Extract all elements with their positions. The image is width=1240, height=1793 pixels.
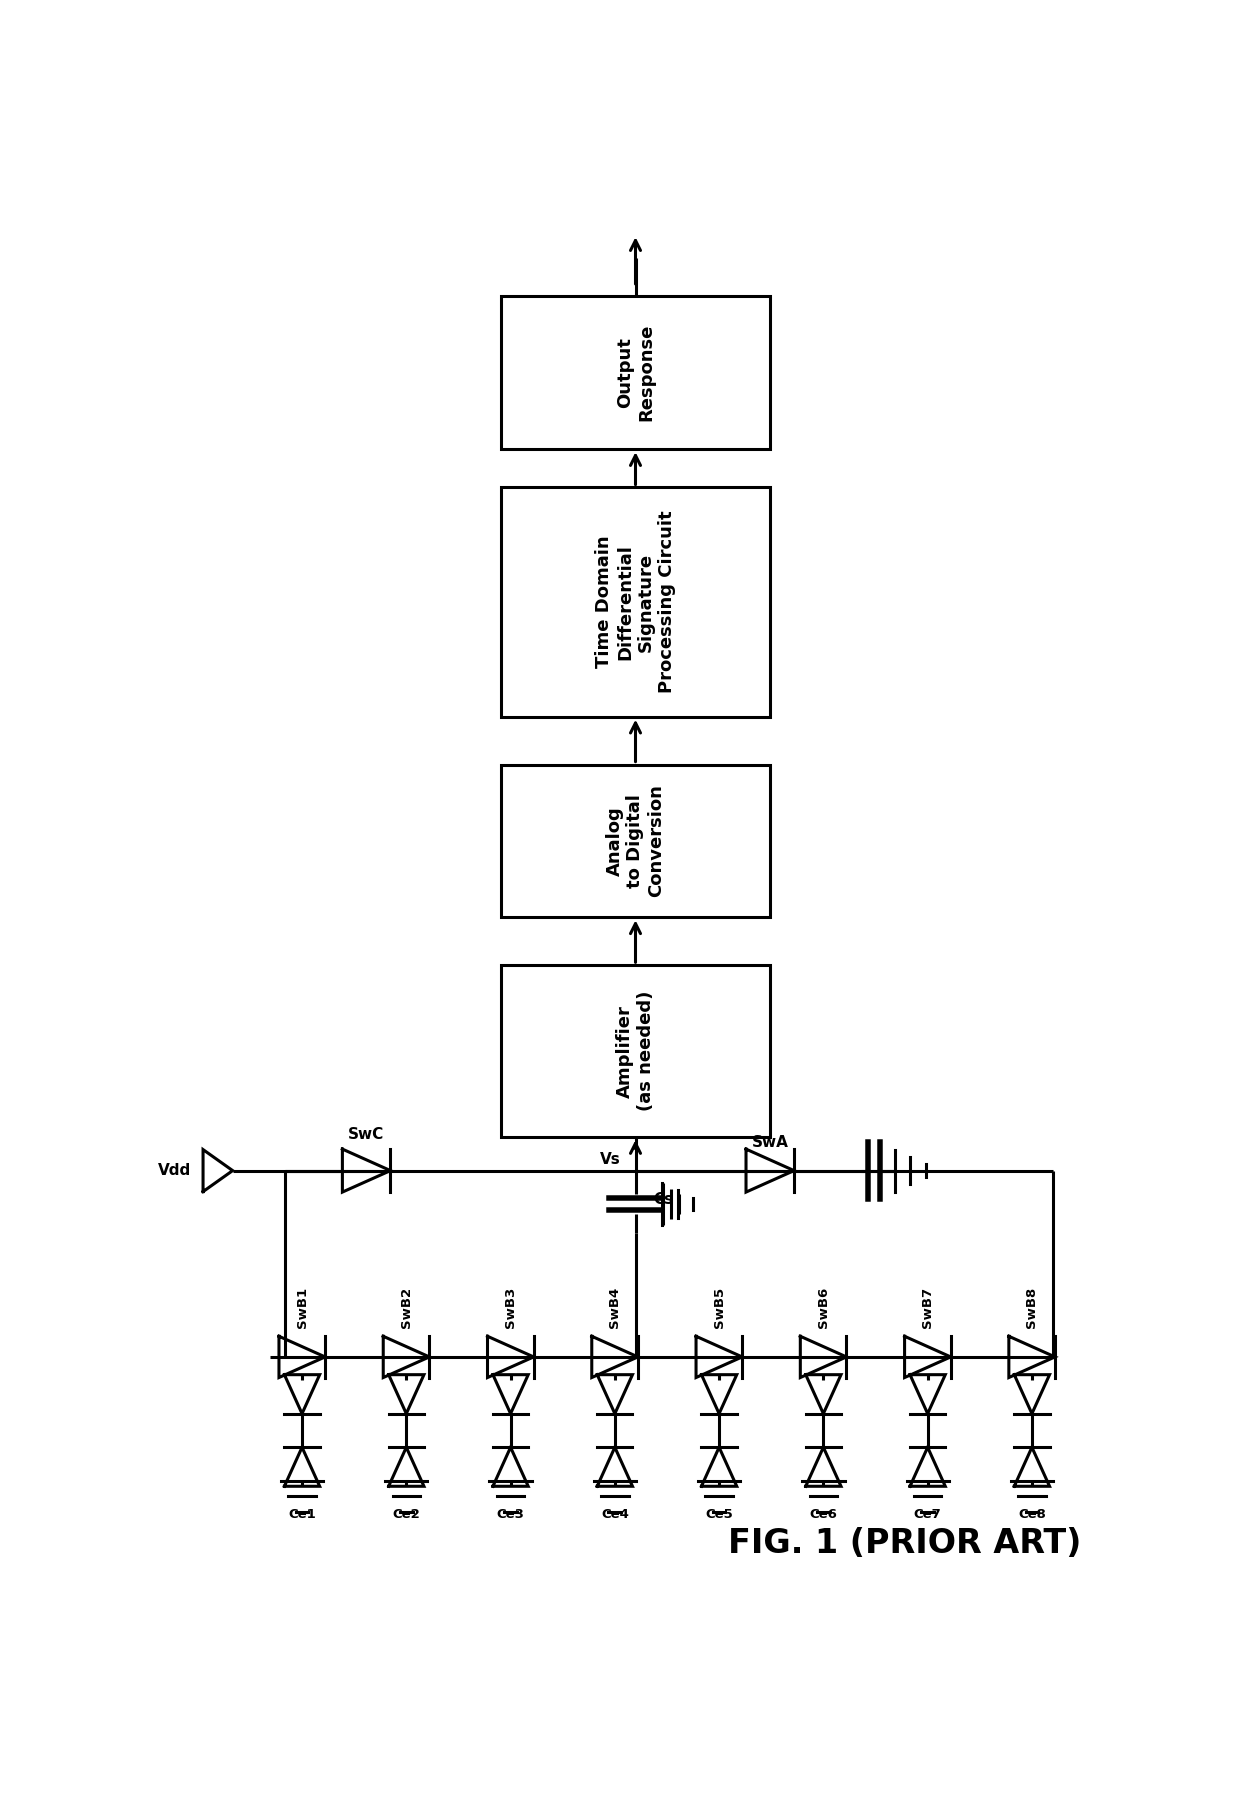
Text: Ce4: Ce4 [601,1508,629,1520]
FancyBboxPatch shape [501,296,770,450]
FancyBboxPatch shape [501,764,770,918]
Text: SwB3: SwB3 [505,1287,517,1329]
Text: SwB8: SwB8 [1025,1287,1038,1329]
Text: SwB7: SwB7 [921,1287,934,1329]
Text: Ce1: Ce1 [288,1508,316,1520]
Text: Amplifier
(as needed): Amplifier (as needed) [616,992,655,1112]
Text: Time Domain
Differential
Signature
Processing Circuit: Time Domain Differential Signature Proce… [595,511,676,694]
Text: SwC: SwC [348,1128,384,1142]
Text: FIG. 1 (PRIOR ART): FIG. 1 (PRIOR ART) [728,1526,1081,1560]
Text: SwB5: SwB5 [713,1287,725,1329]
Text: SwB1: SwB1 [295,1287,309,1329]
Text: SwB2: SwB2 [399,1287,413,1329]
Text: Analog
to Digital
Conversion: Analog to Digital Conversion [605,785,666,898]
Text: Vs: Vs [600,1151,621,1167]
Text: Vdd: Vdd [159,1164,191,1178]
Text: SwA: SwA [751,1135,789,1149]
Text: Ce6: Ce6 [810,1508,837,1520]
FancyBboxPatch shape [501,965,770,1137]
Text: Cs: Cs [652,1192,673,1207]
Text: SwB4: SwB4 [609,1287,621,1329]
Text: Ce8: Ce8 [1018,1508,1045,1520]
Text: Ce2: Ce2 [392,1508,420,1520]
Text: Ce5: Ce5 [706,1508,733,1520]
Text: Ce7: Ce7 [914,1508,941,1520]
FancyBboxPatch shape [501,488,770,717]
Text: SwB6: SwB6 [817,1287,830,1329]
Text: Output
Response: Output Response [616,325,655,421]
Text: Ce3: Ce3 [497,1508,525,1520]
